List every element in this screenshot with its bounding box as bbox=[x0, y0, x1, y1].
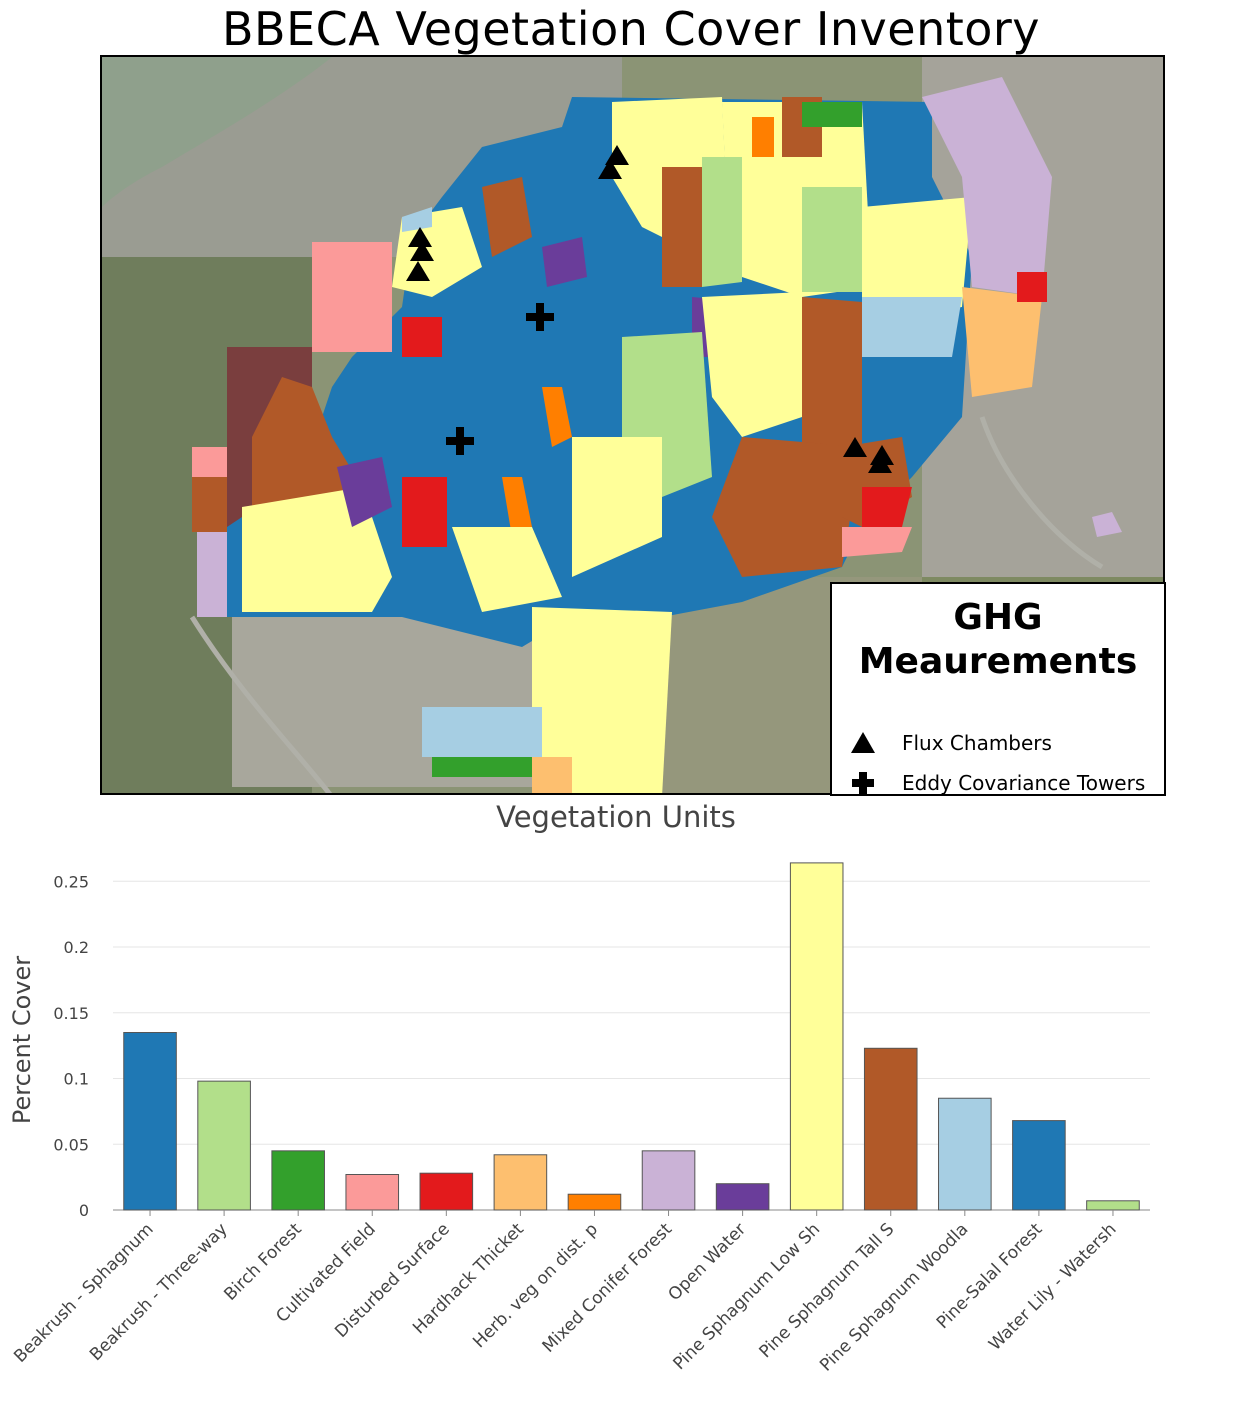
bar bbox=[123, 1032, 177, 1211]
patch-hardhack-1 bbox=[962, 287, 1042, 397]
x-tick-label: Pine Sphagnum Low Sh bbox=[670, 1219, 825, 1374]
patch-tall-4 bbox=[252, 377, 362, 527]
bar bbox=[345, 1174, 400, 1211]
eddy-tower-markers bbox=[446, 303, 554, 455]
patch-birch-2 bbox=[802, 102, 862, 127]
x-tick-label: Mixed Conifer Forest bbox=[539, 1219, 677, 1357]
bar bbox=[641, 1150, 696, 1211]
flux-chamber-markers bbox=[406, 145, 894, 473]
legend-title-line2: Meaurements bbox=[858, 641, 1138, 682]
bar bbox=[715, 1183, 770, 1211]
patch-pine-low-9 bbox=[532, 607, 672, 793]
map-canvas bbox=[102, 57, 1163, 793]
bar bbox=[567, 1193, 622, 1211]
x-tick-label: Pine Sphagnum Woodla bbox=[816, 1219, 972, 1375]
cross-icon bbox=[852, 772, 874, 794]
bar bbox=[938, 1097, 992, 1211]
river bbox=[102, 57, 332, 207]
bar bbox=[1086, 1200, 1140, 1211]
chart-title: Vegetation Units bbox=[496, 800, 736, 834]
bar bbox=[863, 1047, 918, 1211]
patch-woodland-1 bbox=[862, 297, 962, 357]
patch-cultivated-3 bbox=[842, 527, 912, 557]
patch-mixed-conifer-3 bbox=[1092, 512, 1122, 537]
patch-hardhack-2 bbox=[532, 757, 572, 793]
legend-item-flux-chambers: Flux Chambers bbox=[848, 728, 1052, 758]
y-tick-label: 0.2 bbox=[64, 938, 89, 957]
triangle-icon bbox=[851, 732, 875, 753]
y-tick-label: 0.25 bbox=[53, 872, 89, 891]
highway-east bbox=[979, 416, 1104, 570]
bar bbox=[197, 1080, 251, 1211]
patch-disturbed-3 bbox=[402, 477, 447, 547]
vegetation-map bbox=[100, 55, 1165, 795]
highway bbox=[189, 615, 333, 793]
patch-pine-low-3 bbox=[862, 197, 972, 317]
patch-tall-3 bbox=[482, 177, 532, 257]
patch-pine-low-8 bbox=[452, 527, 562, 612]
figure-title: BBECA Vegetation Cover Inventory bbox=[221, 2, 1041, 56]
legend-label-eddy-towers: Eddy Covariance Towers bbox=[902, 771, 1146, 795]
patch-cultivated-2 bbox=[192, 447, 227, 477]
bar bbox=[419, 1172, 474, 1211]
patch-tall-2 bbox=[662, 167, 702, 287]
y-tick-label: 0.15 bbox=[53, 1004, 89, 1023]
patch-woodland-3 bbox=[402, 207, 432, 232]
bar bbox=[789, 862, 844, 1211]
patch-pine-low-7 bbox=[572, 437, 662, 577]
patch-herb-1 bbox=[752, 117, 774, 157]
patch-mixed-conifer-1 bbox=[922, 77, 1052, 297]
bar bbox=[271, 1150, 325, 1211]
patch-pine-low-6 bbox=[702, 292, 802, 437]
x-tick-label: Water Lily - Watersh bbox=[985, 1219, 1120, 1354]
bar-chart: 0 0.05 0.1 0.15 0.2 0.25 Beakrush - SphagnumBe… bbox=[10, 862, 1150, 1376]
legend-title: GHG Meaurements bbox=[832, 596, 1164, 684]
patch-woodland-2 bbox=[422, 707, 542, 757]
patch-disturbed-1 bbox=[1017, 272, 1047, 302]
bar bbox=[1012, 1120, 1066, 1211]
legend-title-line1: GHG bbox=[953, 597, 1043, 638]
bar bbox=[493, 1154, 548, 1211]
patch-herb-2 bbox=[502, 477, 532, 537]
y-tick-label: 0.1 bbox=[64, 1070, 89, 1089]
patch-mixed-conifer-2 bbox=[197, 532, 227, 617]
patch-tall-5 bbox=[802, 297, 862, 457]
patch-disturbed-2 bbox=[402, 317, 442, 357]
patch-birch-1 bbox=[432, 757, 542, 777]
patch-pine-salal-1 bbox=[862, 357, 892, 397]
legend-label-flux-chambers: Flux Chambers bbox=[902, 731, 1052, 755]
patch-beakrush-threeway-2 bbox=[802, 187, 862, 292]
patch-open-water-2 bbox=[542, 237, 587, 287]
patch-open-water-1 bbox=[337, 457, 392, 527]
ghg-legend: GHG Meaurements Flux Chambers Eddy Covar… bbox=[830, 582, 1166, 796]
y-tick-label: 0 bbox=[79, 1201, 89, 1220]
y-tick-label: 0.05 bbox=[53, 1135, 89, 1154]
legend-item-eddy-towers: Eddy Covariance Towers bbox=[848, 768, 1145, 798]
patch-herb-3 bbox=[542, 387, 572, 447]
x-tick-label: Herb. veg on dist. p bbox=[469, 1219, 602, 1352]
patch-tall-6 bbox=[712, 437, 862, 577]
x-tick-label: Beakrush - Three-way bbox=[86, 1219, 232, 1365]
x-tick-label: Pine Sphagnum Tall S bbox=[755, 1219, 898, 1362]
x-tick-label: Beakrush - Sphagnum bbox=[10, 1219, 157, 1366]
patch-tall-7 bbox=[192, 477, 227, 532]
patch-cultivated-1 bbox=[312, 242, 392, 352]
patch-beakrush-threeway-1 bbox=[702, 157, 742, 287]
patch-disturbed-4 bbox=[862, 487, 912, 527]
